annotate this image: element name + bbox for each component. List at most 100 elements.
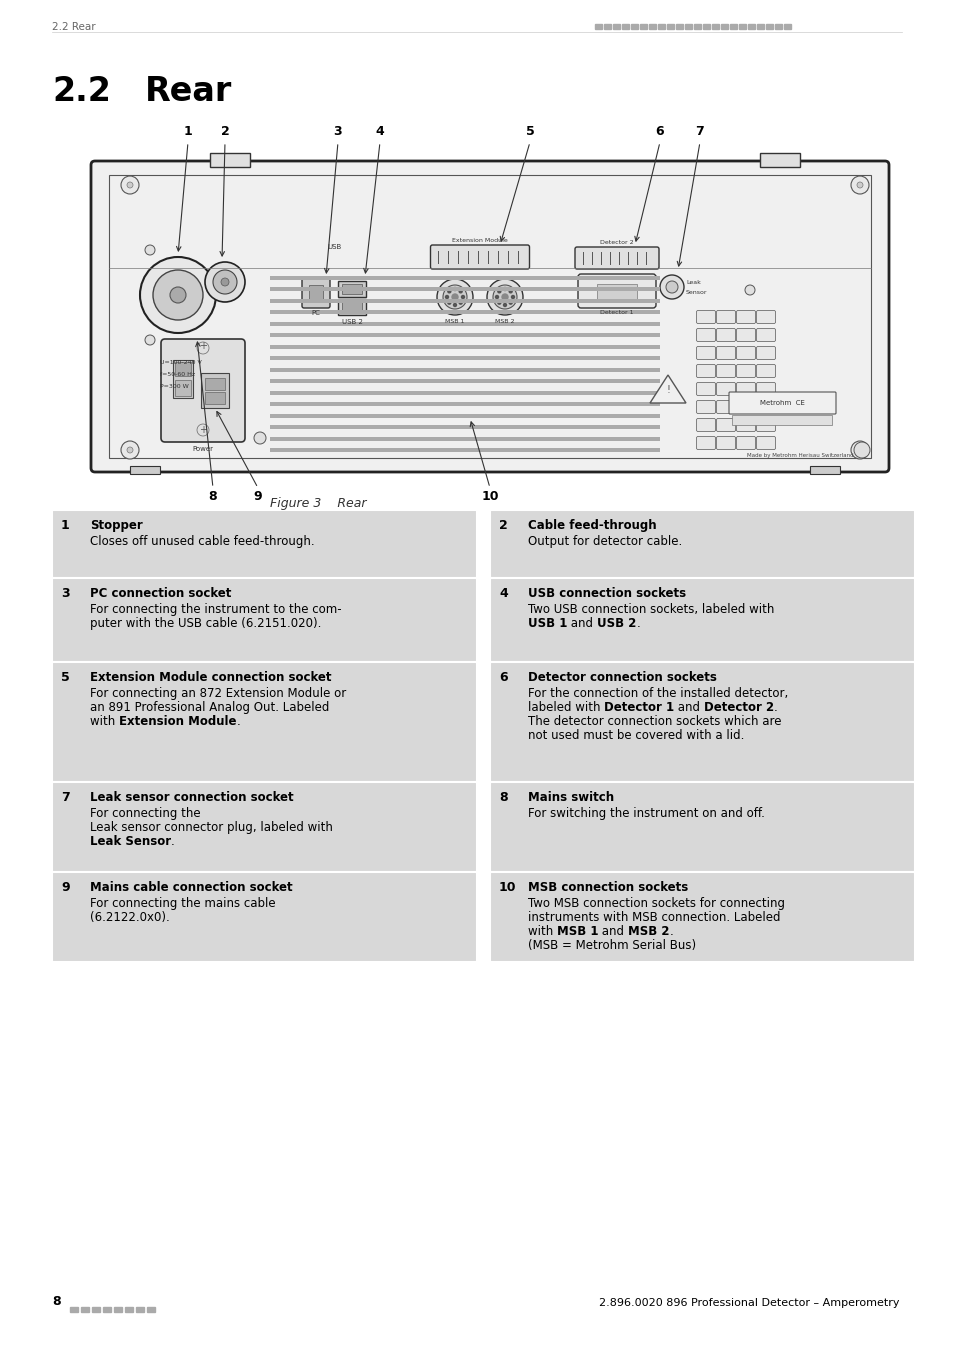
Text: labeled with: labeled with (527, 701, 603, 714)
Bar (490, 510, 914, 578)
Circle shape (461, 296, 464, 298)
Bar (739, 24, 745, 28)
Text: +: + (199, 342, 207, 351)
Text: not used must be covered with a lid.: not used must be covered with a lid. (527, 729, 743, 742)
Bar (309, 285, 323, 300)
Bar (91, 1307, 100, 1312)
FancyBboxPatch shape (696, 328, 715, 342)
FancyBboxPatch shape (736, 310, 755, 324)
FancyBboxPatch shape (736, 364, 755, 378)
Circle shape (497, 290, 500, 293)
Text: Two MSB connection sockets for connecting: Two MSB connection sockets for connectin… (527, 896, 784, 910)
Text: USB 2: USB 2 (341, 319, 362, 325)
FancyBboxPatch shape (716, 310, 735, 324)
Bar (109, 176, 870, 458)
Circle shape (452, 294, 457, 300)
Text: U=100-240 V: U=100-240 V (160, 360, 201, 366)
Bar (720, 24, 727, 28)
FancyBboxPatch shape (716, 347, 735, 359)
Circle shape (253, 432, 266, 444)
Bar (174, 362, 191, 377)
Text: For the connection of the installed detector,: For the connection of the installed dete… (527, 687, 787, 701)
Circle shape (856, 182, 862, 188)
Text: For connecting the: For connecting the (90, 807, 200, 819)
Bar (52, 872, 476, 963)
Circle shape (145, 335, 154, 346)
Bar (597, 284, 637, 300)
Text: Detector connection sockets: Detector connection sockets (527, 671, 716, 684)
Bar (731, 414, 831, 425)
Bar (270, 367, 659, 371)
Circle shape (458, 301, 461, 304)
Circle shape (850, 441, 868, 459)
Text: Detector 2: Detector 2 (703, 701, 774, 714)
Bar (676, 24, 682, 28)
Text: For connecting an 872 Extension Module or: For connecting an 872 Extension Module o… (90, 687, 346, 701)
Circle shape (170, 288, 186, 302)
Bar (270, 288, 659, 292)
Bar (337, 298, 366, 315)
Circle shape (447, 290, 451, 293)
Text: !: ! (665, 385, 669, 396)
FancyBboxPatch shape (756, 364, 775, 378)
FancyBboxPatch shape (716, 382, 735, 396)
Circle shape (121, 176, 139, 194)
Bar (113, 1307, 122, 1312)
Circle shape (221, 278, 229, 286)
Bar (613, 24, 619, 28)
Text: For connecting the mains cable: For connecting the mains cable (90, 896, 275, 910)
Circle shape (486, 279, 522, 315)
FancyBboxPatch shape (736, 328, 755, 342)
Bar (270, 298, 659, 302)
Bar (52, 578, 476, 662)
Text: puter with the USB cable (6.2151.020).: puter with the USB cable (6.2151.020). (90, 617, 321, 630)
Text: USB connection sockets: USB connection sockets (527, 587, 685, 599)
Circle shape (856, 447, 862, 454)
Text: 3: 3 (61, 587, 70, 599)
Text: 9: 9 (253, 490, 262, 504)
Text: Detector 2: Detector 2 (599, 240, 633, 244)
Bar (337, 281, 366, 297)
Polygon shape (649, 375, 685, 404)
FancyBboxPatch shape (716, 401, 735, 413)
Circle shape (509, 290, 512, 293)
Circle shape (501, 294, 507, 300)
Bar (205, 378, 225, 390)
Bar (666, 24, 673, 28)
Bar (270, 344, 659, 348)
Bar (270, 390, 659, 394)
Bar (490, 578, 914, 662)
Bar (760, 153, 800, 167)
Circle shape (453, 304, 456, 306)
Circle shape (853, 441, 869, 458)
Circle shape (458, 290, 461, 293)
Text: 2: 2 (220, 126, 229, 138)
Bar (684, 24, 691, 28)
Text: Output for detector cable.: Output for detector cable. (527, 535, 681, 548)
Text: 10: 10 (498, 882, 516, 894)
FancyBboxPatch shape (716, 418, 735, 432)
Text: Metrohm  CE: Metrohm CE (759, 400, 803, 406)
Circle shape (503, 304, 506, 306)
Circle shape (213, 270, 236, 294)
Bar (630, 24, 638, 28)
Bar (172, 360, 193, 398)
Text: Stopper: Stopper (90, 518, 143, 532)
Circle shape (497, 301, 500, 304)
Text: instruments with MSB connection. Labeled: instruments with MSB connection. Labeled (527, 911, 780, 923)
Text: +: + (199, 425, 207, 435)
Circle shape (850, 176, 868, 194)
Bar (103, 1307, 111, 1312)
Text: 8: 8 (52, 1295, 61, 1308)
Text: 2: 2 (498, 518, 507, 532)
Text: .: . (636, 617, 639, 630)
Bar (765, 24, 772, 28)
Bar (711, 24, 719, 28)
FancyBboxPatch shape (736, 418, 755, 432)
Circle shape (744, 285, 754, 296)
Text: Extension Module: Extension Module (452, 238, 507, 243)
Text: 2.896.0020 896 Professional Detector – Amperometry: 2.896.0020 896 Professional Detector – A… (598, 1297, 899, 1308)
Text: and: and (674, 701, 703, 714)
FancyBboxPatch shape (736, 436, 755, 450)
FancyBboxPatch shape (756, 401, 775, 413)
